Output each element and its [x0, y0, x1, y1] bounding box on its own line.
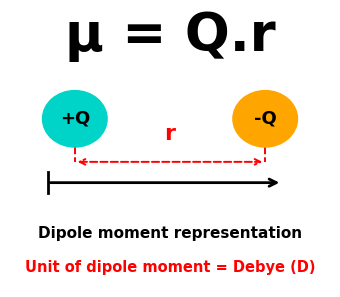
Text: μ = Q.r: μ = Q.r	[65, 10, 275, 62]
Text: Unit of dipole moment = Debye (D): Unit of dipole moment = Debye (D)	[25, 260, 315, 275]
Circle shape	[42, 91, 107, 147]
Text: +Q: +Q	[60, 110, 90, 128]
Text: r: r	[165, 124, 175, 144]
Text: -Q: -Q	[254, 110, 276, 128]
Text: Dipole moment representation: Dipole moment representation	[38, 226, 302, 241]
Circle shape	[233, 91, 298, 147]
